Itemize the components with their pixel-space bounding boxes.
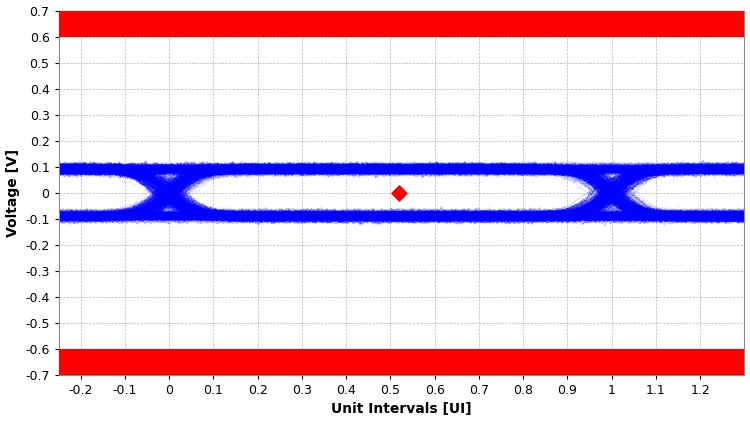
Y-axis label: Voltage [V]: Voltage [V] [5, 149, 20, 237]
Point [393, 189, 405, 196]
Bar [58, 349, 745, 380]
Bar [58, 5, 745, 37]
X-axis label: Unit Intervals [UI]: Unit Intervals [UI] [332, 403, 472, 417]
